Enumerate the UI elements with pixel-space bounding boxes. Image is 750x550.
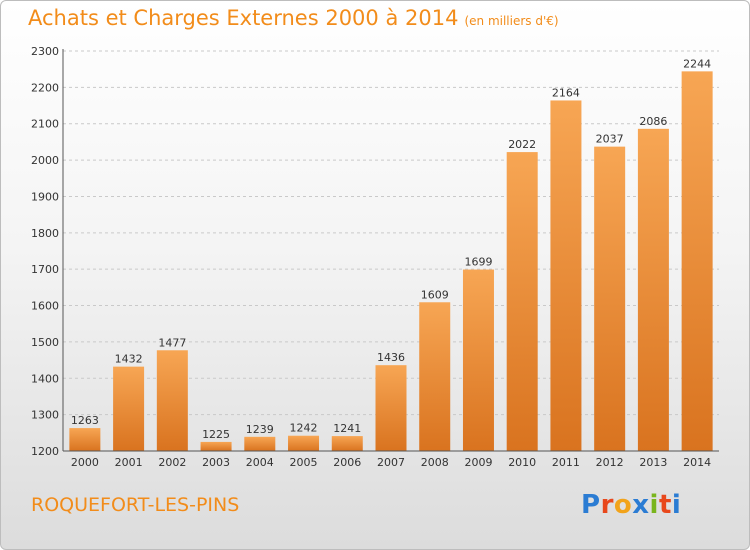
bar bbox=[419, 302, 451, 451]
logo-letter: r bbox=[600, 490, 614, 520]
chart-title: Achats et Charges Externes 2000 à 2014 (e… bbox=[28, 6, 559, 30]
bar bbox=[288, 435, 320, 451]
y-tick-label: 2000 bbox=[31, 154, 59, 167]
x-tick-label: 2008 bbox=[421, 456, 449, 469]
chart-title-main: Achats et Charges Externes 2000 à 2014 bbox=[28, 6, 459, 30]
x-tick-label: 2011 bbox=[552, 456, 580, 469]
x-tick-label: 2001 bbox=[115, 456, 143, 469]
bar bbox=[69, 428, 101, 451]
y-tick-label: 2300 bbox=[31, 45, 59, 58]
bar bbox=[244, 436, 276, 451]
bar-value-label: 2022 bbox=[508, 138, 536, 151]
bar bbox=[375, 365, 407, 451]
bar-value-label: 2086 bbox=[639, 115, 667, 128]
y-tick-label: 1200 bbox=[31, 445, 59, 458]
bar bbox=[594, 146, 626, 452]
bar bbox=[200, 441, 232, 451]
bar-value-label: 2164 bbox=[552, 86, 580, 99]
x-tick-label: 2000 bbox=[71, 456, 99, 469]
x-tick-label: 2009 bbox=[464, 456, 492, 469]
logo-letter: x bbox=[632, 490, 650, 520]
bar-value-label: 1436 bbox=[377, 351, 405, 364]
bar bbox=[113, 366, 145, 451]
bar-value-label: 1242 bbox=[290, 422, 318, 435]
bar-value-label: 2244 bbox=[683, 57, 711, 70]
bar bbox=[681, 71, 713, 451]
y-tick-label: 1700 bbox=[31, 263, 59, 276]
x-tick-label: 2003 bbox=[202, 456, 230, 469]
axes bbox=[62, 49, 719, 452]
bars bbox=[69, 71, 713, 452]
bar bbox=[462, 269, 494, 451]
bar-value-label: 1225 bbox=[202, 428, 230, 441]
location-name: ROQUEFORT-LES-PINS bbox=[31, 494, 240, 516]
x-tick-label: 2010 bbox=[508, 456, 536, 469]
x-tick-label: 2007 bbox=[377, 456, 405, 469]
y-tick-label: 1400 bbox=[31, 372, 59, 385]
bar-value-label: 1699 bbox=[464, 256, 492, 269]
y-tick-label: 1800 bbox=[31, 227, 59, 240]
bar bbox=[550, 100, 582, 452]
logo-letter: i bbox=[671, 490, 682, 520]
x-tick-label: 2004 bbox=[246, 456, 274, 469]
x-tick-label: 2006 bbox=[333, 456, 361, 469]
x-tick-label: 2005 bbox=[290, 456, 318, 469]
bar-value-label: 1609 bbox=[421, 288, 449, 301]
proxiti-logo: Proxiti bbox=[581, 490, 681, 520]
bar-value-labels: 1263 1432 1477 1225 1239 1242 1241 1436 1609 1699… bbox=[71, 57, 711, 441]
bar-value-label: 1432 bbox=[115, 353, 143, 366]
x-tick-label: 2012 bbox=[596, 456, 624, 469]
bar-value-label: 1241 bbox=[333, 422, 361, 435]
chart-title-unit: (en milliers d'€) bbox=[464, 14, 559, 28]
y-tick-label: 2100 bbox=[31, 118, 59, 131]
x-axis-tick-labels: 2000 2001 2002 2003 2004 2005 2006 2007 2008 2009… bbox=[71, 456, 711, 469]
bar-value-label: 1263 bbox=[71, 414, 99, 427]
x-tick-label: 2002 bbox=[158, 456, 186, 469]
y-tick-label: 1300 bbox=[31, 409, 59, 422]
y-tick-label: 1900 bbox=[31, 190, 59, 203]
bar-value-label: 1477 bbox=[158, 336, 186, 349]
bar-value-label: 2037 bbox=[596, 133, 624, 146]
bar-value-label: 1239 bbox=[246, 423, 274, 436]
y-tick-label: 1600 bbox=[31, 300, 59, 313]
logo-letter: P bbox=[581, 490, 601, 520]
logo-letter: o bbox=[613, 490, 633, 520]
y-tick-label: 2200 bbox=[31, 81, 59, 94]
y-axis-tick-labels: 1200 1300 1400 1500 1600 1700 1800 1900 2000 2100… bbox=[31, 45, 59, 458]
bar bbox=[331, 436, 363, 451]
x-tick-label: 2013 bbox=[639, 456, 667, 469]
logo-letter: i bbox=[649, 490, 659, 520]
logo-letter: t bbox=[658, 490, 672, 520]
bar bbox=[637, 128, 669, 451]
bar bbox=[506, 152, 538, 451]
y-tick-label: 1500 bbox=[31, 336, 59, 349]
bar bbox=[156, 350, 188, 451]
x-tick-label: 2014 bbox=[683, 456, 711, 469]
